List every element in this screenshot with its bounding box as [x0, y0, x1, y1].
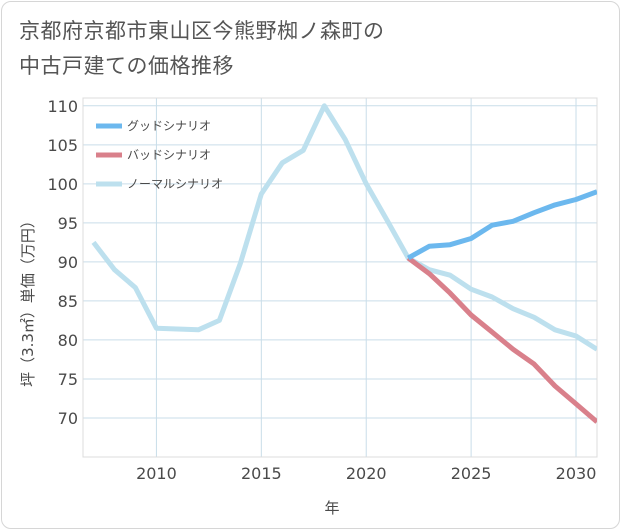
x-tick-label: 2010: [136, 464, 177, 483]
series-line-1: [406, 255, 597, 424]
y-tick-label: 80: [58, 331, 78, 350]
y-tick-label: 75: [58, 370, 78, 389]
legend-label: バッドシナリオ: [127, 148, 211, 162]
legend-label: グッドシナリオ: [127, 119, 211, 133]
series-layer: [91, 103, 597, 424]
chart-title: 京都府京都市東山区今熊野椥ノ森町の 中古戸建ての価格推移: [19, 14, 385, 84]
x-tick-label: 2025: [451, 464, 492, 483]
x-axis-label: 年: [324, 499, 339, 517]
plot-frame: [82, 97, 598, 458]
y-axis-label: 坪（3.3㎡）単価（万円）: [19, 213, 37, 387]
series-line-2: [91, 103, 597, 352]
y-tick-label: 90: [58, 253, 78, 272]
chart-title-line-2: 中古戸建ての価格推移: [19, 54, 234, 78]
y-tick-label: 70: [58, 409, 78, 428]
y-tick-label: 110: [47, 97, 78, 116]
y-tick-label: 105: [47, 136, 78, 155]
plot-border: [82, 97, 598, 458]
y-tick-label: 100: [47, 175, 78, 194]
grid: [83, 98, 597, 457]
series-line-0: [406, 189, 597, 261]
legend-label: ノーマルシナリオ: [127, 177, 223, 191]
x-tick-label: 2020: [346, 464, 387, 483]
y-tick-label: 95: [58, 214, 78, 233]
x-tick-label: 2030: [556, 464, 597, 483]
chart-title-line-1: 京都府京都市東山区今熊野椥ノ森町の: [19, 19, 385, 43]
tick-labels: 2010 2015 2020 2025 2030 70 75 80 85 90 95 100 105 11…: [47, 97, 596, 483]
x-tick-label: 2015: [241, 464, 282, 483]
y-tick-label: 85: [58, 292, 78, 311]
